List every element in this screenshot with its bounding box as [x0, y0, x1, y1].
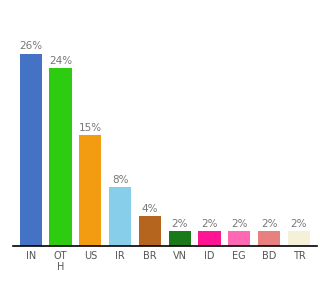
Bar	[198, 231, 221, 246]
Bar	[139, 216, 161, 246]
Bar	[49, 68, 72, 246]
Text: 2%: 2%	[261, 219, 277, 229]
Bar	[109, 187, 131, 246]
Text: 8%: 8%	[112, 175, 128, 184]
Bar	[288, 231, 310, 246]
Text: 26%: 26%	[19, 41, 42, 51]
Bar	[258, 231, 280, 246]
Text: 4%: 4%	[142, 204, 158, 214]
Text: 24%: 24%	[49, 56, 72, 66]
Text: 2%: 2%	[291, 219, 307, 229]
Text: 2%: 2%	[201, 219, 218, 229]
Bar	[20, 54, 42, 246]
Bar	[169, 231, 191, 246]
Text: 15%: 15%	[79, 123, 102, 133]
Text: 2%: 2%	[172, 219, 188, 229]
Bar	[228, 231, 251, 246]
Bar	[79, 135, 101, 246]
Text: 2%: 2%	[231, 219, 248, 229]
